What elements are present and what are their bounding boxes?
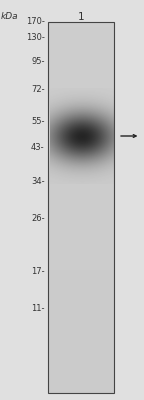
Text: 34-: 34- (31, 178, 45, 186)
Text: kDa: kDa (1, 12, 18, 21)
Text: 170-: 170- (26, 18, 45, 26)
Text: 72-: 72- (31, 86, 45, 94)
Text: 17-: 17- (31, 267, 45, 276)
Text: 11-: 11- (31, 304, 45, 313)
Text: 130-: 130- (26, 34, 45, 42)
Bar (48, 22, 114, 393)
Text: 43-: 43- (31, 144, 45, 152)
Text: 95-: 95- (31, 58, 45, 66)
Text: 55-: 55- (31, 118, 45, 126)
Text: 1: 1 (78, 12, 85, 22)
Text: 26-: 26- (31, 214, 45, 223)
